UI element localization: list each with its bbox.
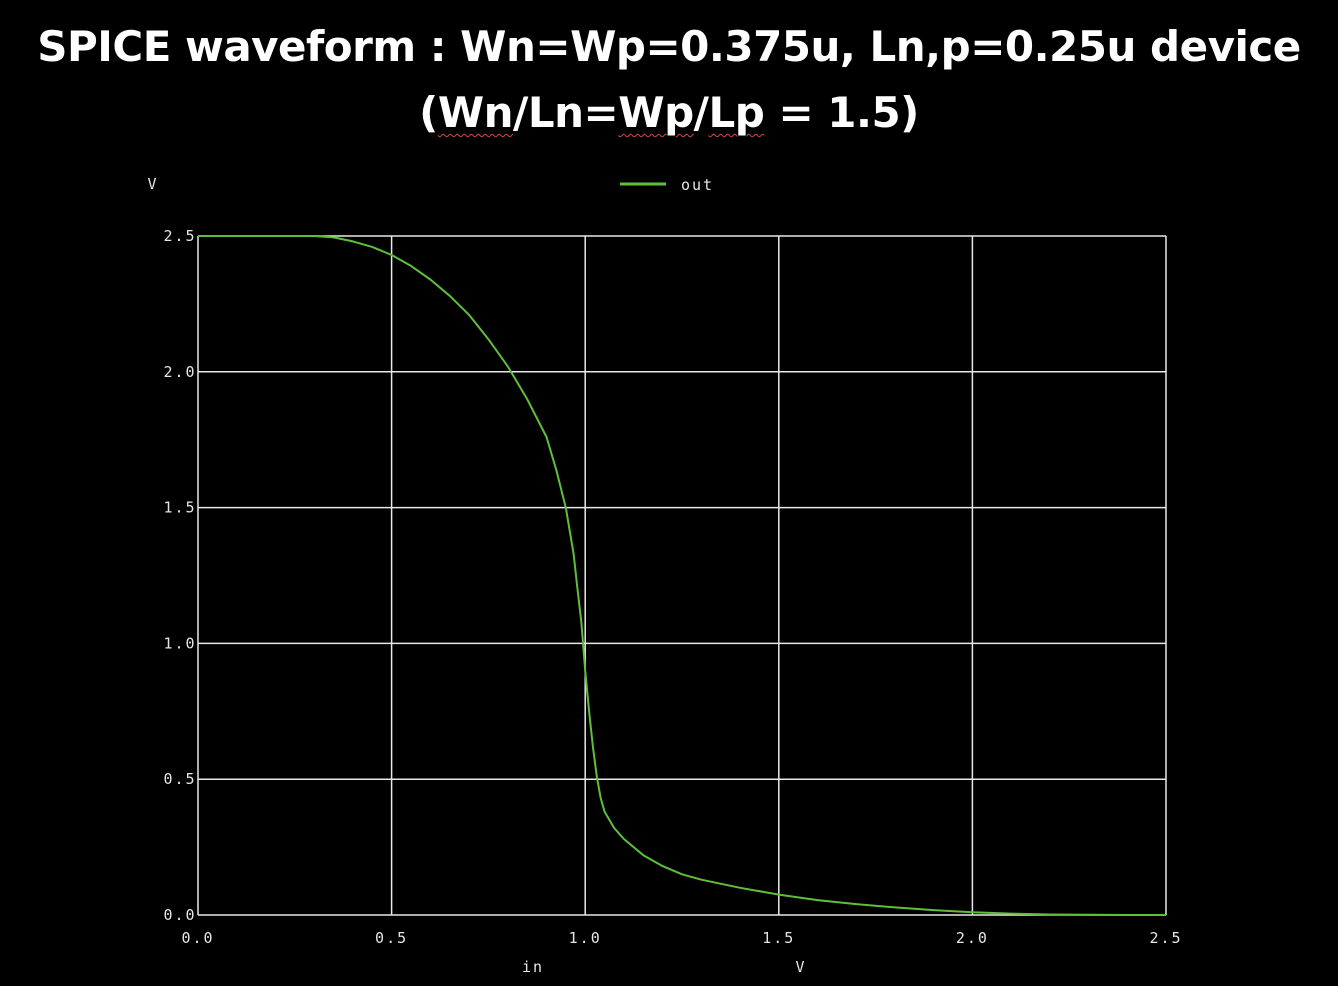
title-sep-1: /Ln= (513, 88, 619, 137)
x-axis-label: in (522, 958, 544, 976)
x-tick-label-3: 1.5 (762, 929, 795, 947)
y-tick-label-5: 2.5 (163, 227, 196, 245)
legend: out (620, 176, 714, 194)
title-line-2: (Wn/Ln=Wp/Lp = 1.5) (0, 80, 1338, 146)
title-paren-open: ( (419, 88, 438, 137)
x-tick-label-4: 2.0 (956, 929, 989, 947)
title-term-wn: Wn (437, 88, 514, 137)
title-line-1: SPICE waveform : Wn=Wp=0.375u, Ln,p=0.25… (37, 22, 1301, 71)
title-term-wp: Wp (618, 88, 694, 137)
x-axis-unit: V (795, 958, 806, 976)
y-tick-label-3: 1.5 (163, 499, 196, 517)
y-axis-ticks: 0.0 0.5 1.0 1.5 2.0 2.5 (163, 227, 196, 924)
y-tick-label-0: 0.0 (163, 906, 196, 924)
y-tick-label-1: 0.5 (163, 770, 196, 788)
y-tick-label-4: 2.0 (163, 363, 196, 381)
y-tick-label-2: 1.0 (163, 634, 196, 652)
title-tail: = 1.5) (764, 88, 919, 137)
y-axis-unit: V (147, 175, 158, 193)
x-tick-label-2: 1.0 (569, 929, 602, 947)
title-term-lp: Lp (708, 88, 765, 137)
series-line-out (198, 235, 1166, 916)
legend-label-out: out (681, 176, 714, 194)
series-layer (198, 235, 1166, 916)
x-axis-ticks: 0.0 0.5 1.0 1.5 2.0 2.5 (181, 929, 1182, 947)
title-sep-2: / (693, 88, 709, 137)
x-tick-label-0: 0.0 (181, 929, 214, 947)
x-tick-label-5: 2.5 (1149, 929, 1182, 947)
x-tick-label-1: 0.5 (375, 929, 408, 947)
chart-title: SPICE waveform : Wn=Wp=0.375u, Ln,p=0.25… (0, 14, 1338, 146)
grid-lines (197, 235, 1167, 916)
